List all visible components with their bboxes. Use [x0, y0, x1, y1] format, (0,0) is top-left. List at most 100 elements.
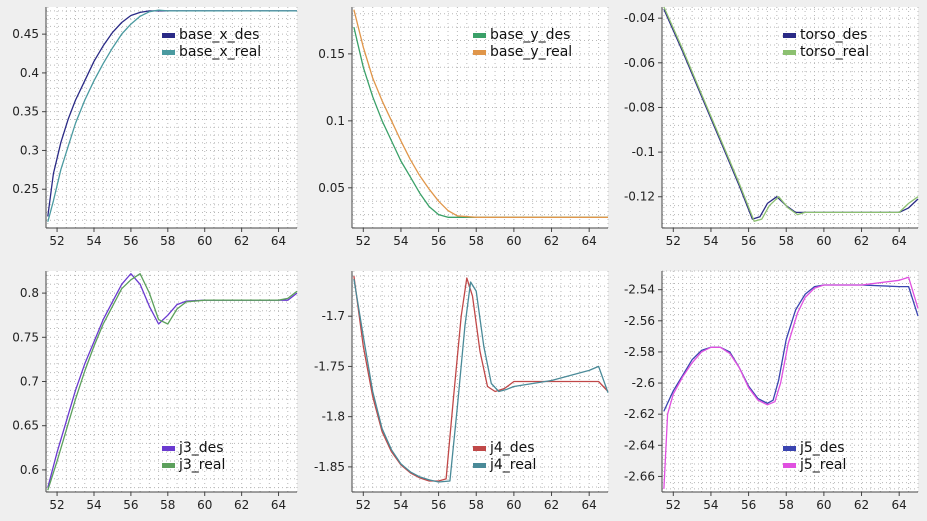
x-tick-label: 64 — [582, 234, 597, 248]
legend-swatch — [783, 446, 796, 451]
series-line-j4_des — [353, 275, 609, 482]
x-tick-label: 64 — [892, 234, 907, 248]
y-tick-label: -2.66 — [624, 469, 655, 483]
y-tick-label: -0.06 — [624, 56, 655, 70]
y-tick-label: -2.6 — [632, 376, 655, 390]
legend-swatch — [783, 463, 796, 468]
series-line-j4_real — [353, 278, 609, 483]
legend-swatch — [473, 463, 486, 468]
legend-label: j4_des — [489, 440, 535, 456]
x-tick-label: 62 — [854, 234, 869, 248]
gridlines — [352, 7, 609, 229]
x-tick-label: 62 — [234, 498, 249, 512]
x-tick-label: 52 — [666, 234, 681, 248]
legend-swatch — [162, 463, 175, 468]
plot-area — [46, 271, 297, 492]
x-tick-label: 56 — [431, 498, 446, 512]
x-tick-label: 58 — [160, 234, 175, 248]
x-tick-label: 64 — [582, 498, 597, 512]
x-tick-label: 58 — [779, 234, 794, 248]
legend-label: j5_des — [799, 440, 845, 456]
series-line-j3_real — [47, 273, 298, 491]
series-line-base_x_real — [47, 9, 297, 222]
x-tick-label: 54 — [393, 498, 408, 512]
x-tick-label: 54 — [86, 498, 101, 512]
series-line-base_y_real — [353, 9, 608, 218]
x-tick-label: 54 — [703, 498, 718, 512]
y-tick-label: -2.54 — [624, 283, 655, 297]
x-tick-label: 62 — [544, 498, 559, 512]
y-tick-label: 0.1 — [326, 114, 345, 128]
y-tick-label: -0.12 — [624, 190, 655, 204]
y-tick-label: -2.58 — [624, 345, 655, 359]
legend-label: base_y_des — [490, 27, 570, 43]
y-tick-label: -0.04 — [624, 11, 655, 25]
y-tick-label: -0.1 — [632, 145, 655, 159]
x-tick-label: 56 — [123, 498, 138, 512]
y-tick-label: -2.56 — [624, 314, 655, 328]
chart-6: 52 54 56 58 60 62 64 -2.54 -2.56 -2.58 -2.6 -2.62 -2… — [624, 270, 919, 512]
x-tick-label: 58 — [469, 234, 484, 248]
plot-area — [46, 7, 297, 228]
x-tick-label: 52 — [356, 234, 371, 248]
chart-3: 52 54 56 58 60 62 64 -0.04 -0.06 -0.08 -0.1 -0.12 to… — [624, 6, 919, 248]
legend-label: j4_real — [489, 457, 536, 473]
x-tick-label: 54 — [703, 234, 718, 248]
gridlines — [46, 7, 298, 229]
x-tick-label: 60 — [816, 498, 831, 512]
y-tick-label: -0.08 — [624, 100, 655, 114]
plot-area — [662, 7, 918, 228]
legend-label: j3_des — [178, 440, 224, 456]
x-tick-label: 60 — [506, 498, 521, 512]
legend-swatch — [162, 50, 175, 55]
y-tick-label: 0.6 — [20, 463, 39, 477]
y-tick-label: -1.85 — [314, 460, 345, 474]
x-tick-label: 58 — [779, 498, 794, 512]
x-tick-label: 54 — [393, 234, 408, 248]
legend-label: base_x_des — [179, 27, 259, 43]
series-line-torso_real — [663, 6, 919, 222]
legend-label: j3_real — [178, 457, 225, 473]
y-tick-label: 0.05 — [318, 181, 345, 195]
x-tick-label: 58 — [160, 498, 175, 512]
legend-swatch — [783, 50, 796, 55]
x-tick-label: 52 — [666, 498, 681, 512]
x-tick-label: 58 — [469, 498, 484, 512]
y-tick-label: 0.75 — [12, 330, 39, 344]
legend-swatch — [473, 446, 486, 451]
legend-label: torso_real — [800, 44, 869, 60]
x-tick-label: 56 — [741, 498, 756, 512]
x-tick-label: 62 — [854, 498, 869, 512]
plot-area — [662, 271, 918, 492]
legend-label: base_x_real — [179, 44, 261, 60]
legend-swatch — [783, 33, 796, 38]
x-tick-label: 64 — [892, 498, 907, 512]
chart-4: 52 54 56 58 60 62 64 0.6 0.65 0.7 0.75 0.8 j3_desj3_… — [12, 271, 298, 512]
legend-label: torso_des — [800, 27, 867, 43]
y-tick-label: -2.64 — [624, 438, 655, 452]
y-tick-label: 0.45 — [12, 27, 39, 41]
legend-swatch — [162, 33, 175, 38]
x-tick-label: 60 — [506, 234, 521, 248]
legend-label: base_y_real — [490, 44, 572, 60]
y-tick-label: 0.35 — [12, 105, 39, 119]
chart-2: 52 54 56 58 60 62 64 0.05 0.1 0.15 base_y_desbase_… — [318, 7, 609, 248]
x-tick-label: 62 — [234, 234, 249, 248]
y-tick-label: 0.7 — [20, 375, 39, 389]
x-tick-label: 56 — [741, 234, 756, 248]
plot-area — [352, 7, 608, 228]
chart-1: 52 54 56 58 60 62 64 0.25 0.3 0.35 0.4 0.45 base_x_d… — [12, 7, 298, 248]
x-tick-label: 56 — [431, 234, 446, 248]
x-tick-label: 64 — [271, 234, 286, 248]
x-tick-label: 52 — [356, 498, 371, 512]
y-tick-label: 0.4 — [20, 66, 39, 80]
y-tick-label: -1.7 — [322, 309, 345, 323]
y-tick-label: 0.3 — [20, 143, 39, 157]
y-tick-label: -1.75 — [314, 359, 345, 373]
x-tick-label: 60 — [197, 498, 212, 512]
x-tick-label: 52 — [49, 234, 64, 248]
